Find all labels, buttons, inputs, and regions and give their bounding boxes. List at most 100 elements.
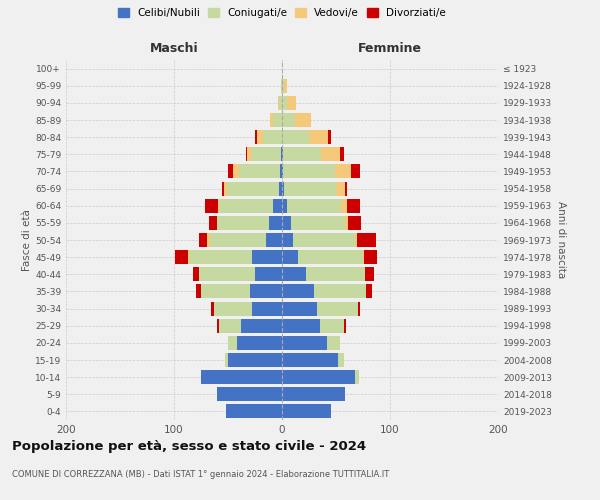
Bar xyxy=(205,198,218,212)
Bar xyxy=(287,96,296,110)
Bar xyxy=(220,198,274,212)
Bar xyxy=(284,182,336,196)
Bar xyxy=(217,318,220,332)
Text: Popolazione per età, sesso e stato civile - 2024: Popolazione per età, sesso e stato civil… xyxy=(12,440,366,453)
Y-axis label: Fasce di età: Fasce di età xyxy=(22,209,32,271)
Text: COMUNE DI CORREZZANA (MB) - Dati ISTAT 1° gennaio 2024 - Elaborazione TUTTITALIA: COMUNE DI CORREZZANA (MB) - Dati ISTAT 1… xyxy=(12,470,389,479)
Bar xyxy=(209,216,217,230)
Bar xyxy=(255,268,282,281)
Bar xyxy=(282,164,283,178)
Bar xyxy=(280,164,282,178)
Bar xyxy=(270,113,274,127)
Bar xyxy=(282,148,283,162)
Bar xyxy=(355,370,359,384)
Bar xyxy=(228,164,233,178)
Bar xyxy=(366,284,371,298)
Bar xyxy=(208,233,209,247)
Bar xyxy=(340,148,344,162)
Bar xyxy=(278,96,279,110)
Bar xyxy=(175,250,188,264)
Bar xyxy=(282,78,284,92)
Bar xyxy=(252,250,282,264)
Bar xyxy=(239,164,280,178)
Bar xyxy=(218,198,220,212)
Bar xyxy=(199,268,255,281)
Bar xyxy=(282,370,355,384)
Bar xyxy=(193,268,199,281)
Bar xyxy=(281,78,282,92)
Bar xyxy=(251,148,281,162)
Bar xyxy=(365,268,374,281)
Bar xyxy=(282,250,298,264)
Text: Femmine: Femmine xyxy=(358,42,422,55)
Bar xyxy=(220,318,241,332)
Bar xyxy=(364,250,377,264)
Bar xyxy=(282,96,287,110)
Bar xyxy=(347,198,360,212)
Bar xyxy=(356,233,376,247)
Bar xyxy=(255,130,257,144)
Bar xyxy=(236,336,282,350)
Bar xyxy=(282,130,309,144)
Bar xyxy=(282,233,293,247)
Legend: Celibi/Nubili, Coniugati/e, Vedovi/e, Divorziati/e: Celibi/Nubili, Coniugati/e, Vedovi/e, Di… xyxy=(118,8,446,18)
Bar xyxy=(344,182,347,196)
Bar xyxy=(257,130,263,144)
Bar xyxy=(247,148,251,162)
Y-axis label: Anni di nascita: Anni di nascita xyxy=(556,202,566,278)
Bar xyxy=(283,148,321,162)
Bar xyxy=(279,182,282,196)
Bar xyxy=(228,353,282,367)
Bar xyxy=(282,336,328,350)
Bar xyxy=(287,198,341,212)
Bar xyxy=(201,370,282,384)
Bar xyxy=(263,130,282,144)
Bar xyxy=(266,233,282,247)
Bar xyxy=(226,404,282,418)
Bar xyxy=(355,233,356,247)
Bar xyxy=(269,216,282,230)
Bar xyxy=(282,113,295,127)
Bar xyxy=(228,336,236,350)
Bar xyxy=(283,164,335,178)
Bar xyxy=(336,182,344,196)
Bar xyxy=(224,182,227,196)
Bar xyxy=(282,318,320,332)
Bar xyxy=(363,250,364,264)
Bar xyxy=(196,284,201,298)
Bar xyxy=(281,148,282,162)
Bar xyxy=(201,284,250,298)
Text: Maschi: Maschi xyxy=(149,42,199,55)
Bar xyxy=(284,78,287,92)
Bar xyxy=(252,302,282,316)
Bar xyxy=(298,250,363,264)
Bar xyxy=(209,233,266,247)
Bar xyxy=(199,233,208,247)
Bar xyxy=(344,216,348,230)
Bar xyxy=(321,148,340,162)
Bar xyxy=(338,353,344,367)
Bar xyxy=(335,164,351,178)
Bar xyxy=(282,182,284,196)
Bar xyxy=(282,216,290,230)
Bar xyxy=(188,250,189,264)
Bar xyxy=(282,388,344,402)
Bar xyxy=(282,353,338,367)
Bar xyxy=(358,302,360,316)
Bar xyxy=(217,216,269,230)
Bar xyxy=(227,182,279,196)
Bar xyxy=(328,336,340,350)
Bar xyxy=(290,216,344,230)
Bar xyxy=(217,388,282,402)
Bar xyxy=(241,318,282,332)
Bar xyxy=(211,302,214,316)
Bar xyxy=(351,164,360,178)
Bar xyxy=(221,182,224,196)
Bar xyxy=(214,302,252,316)
Bar xyxy=(279,96,282,110)
Bar xyxy=(282,268,306,281)
Bar xyxy=(233,164,239,178)
Bar xyxy=(348,216,361,230)
Bar xyxy=(282,284,314,298)
Bar xyxy=(328,130,331,144)
